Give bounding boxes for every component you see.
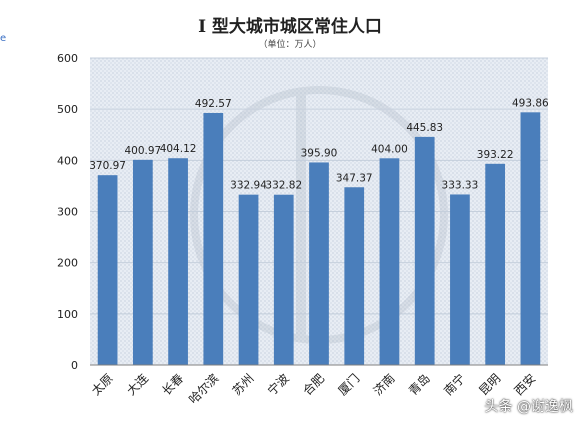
x-tick-label: 宁波 (264, 371, 292, 399)
y-tick-label: 400 (57, 154, 78, 167)
data-label: 332.94 (230, 180, 267, 192)
bar (168, 158, 188, 365)
y-tick-label: 200 (57, 257, 78, 270)
bar (450, 194, 470, 365)
bar (344, 187, 365, 365)
data-label: 333.33 (442, 179, 479, 191)
y-axis-ticks: 0 100 200 300 400 500 600 (57, 52, 78, 372)
data-label: 370.97 (89, 160, 126, 172)
data-label: 393.22 (477, 149, 514, 161)
bar (309, 162, 329, 365)
x-tick-label: 大连 (123, 371, 151, 399)
data-label: 445.83 (406, 122, 443, 134)
x-tick-label: 西安 (511, 371, 539, 399)
data-label: 404.12 (160, 143, 197, 155)
bar (379, 158, 400, 365)
data-label: 332.82 (265, 180, 302, 192)
x-tick-label: 济南 (370, 371, 398, 399)
data-label: 404.00 (371, 143, 408, 155)
bar (520, 112, 541, 366)
page-edge-fragment: e (0, 33, 7, 44)
x-tick-label: 昆明 (476, 371, 503, 398)
bars (97, 112, 541, 366)
data-label: 493.86 (512, 97, 549, 109)
source-watermark: 头条 @谢逸枫 (484, 399, 573, 415)
bar (414, 136, 435, 365)
y-tick-label: 100 (57, 308, 78, 321)
data-label: 347.37 (336, 172, 373, 184)
data-label: 395.90 (301, 147, 338, 159)
bar (238, 194, 259, 365)
data-label: 492.57 (195, 98, 232, 110)
x-tick-label: 青岛 (405, 371, 433, 399)
chart-subtitle: （单位：万人） (258, 38, 321, 50)
x-tick-label: 苏州 (230, 371, 257, 398)
bar (485, 163, 506, 365)
x-axis-ticks: 太原 大连 长春 哈尔滨 苏州 宁波 合肥 厦门 济南 青岛 南宁 昆明 西安 (88, 371, 538, 407)
bar (132, 159, 153, 365)
x-tick-label: 哈尔滨 (185, 371, 221, 407)
x-tick-label: 厦门 (335, 371, 363, 399)
x-tick-label: 太原 (88, 371, 116, 399)
y-tick-label: 500 (57, 103, 78, 116)
x-tick-label: 南宁 (440, 371, 468, 399)
bar (273, 194, 294, 365)
data-label: 400.97 (124, 145, 161, 157)
bar (97, 175, 118, 365)
y-tick-label: 600 (57, 52, 78, 65)
x-tick-label: 长春 (159, 371, 186, 398)
y-tick-label: 0 (71, 359, 78, 372)
bar (203, 112, 224, 365)
chart-title: I 型大城市城区常住人口 (198, 16, 382, 37)
y-tick-label: 300 (57, 206, 78, 219)
x-tick-label: 合肥 (300, 371, 328, 399)
